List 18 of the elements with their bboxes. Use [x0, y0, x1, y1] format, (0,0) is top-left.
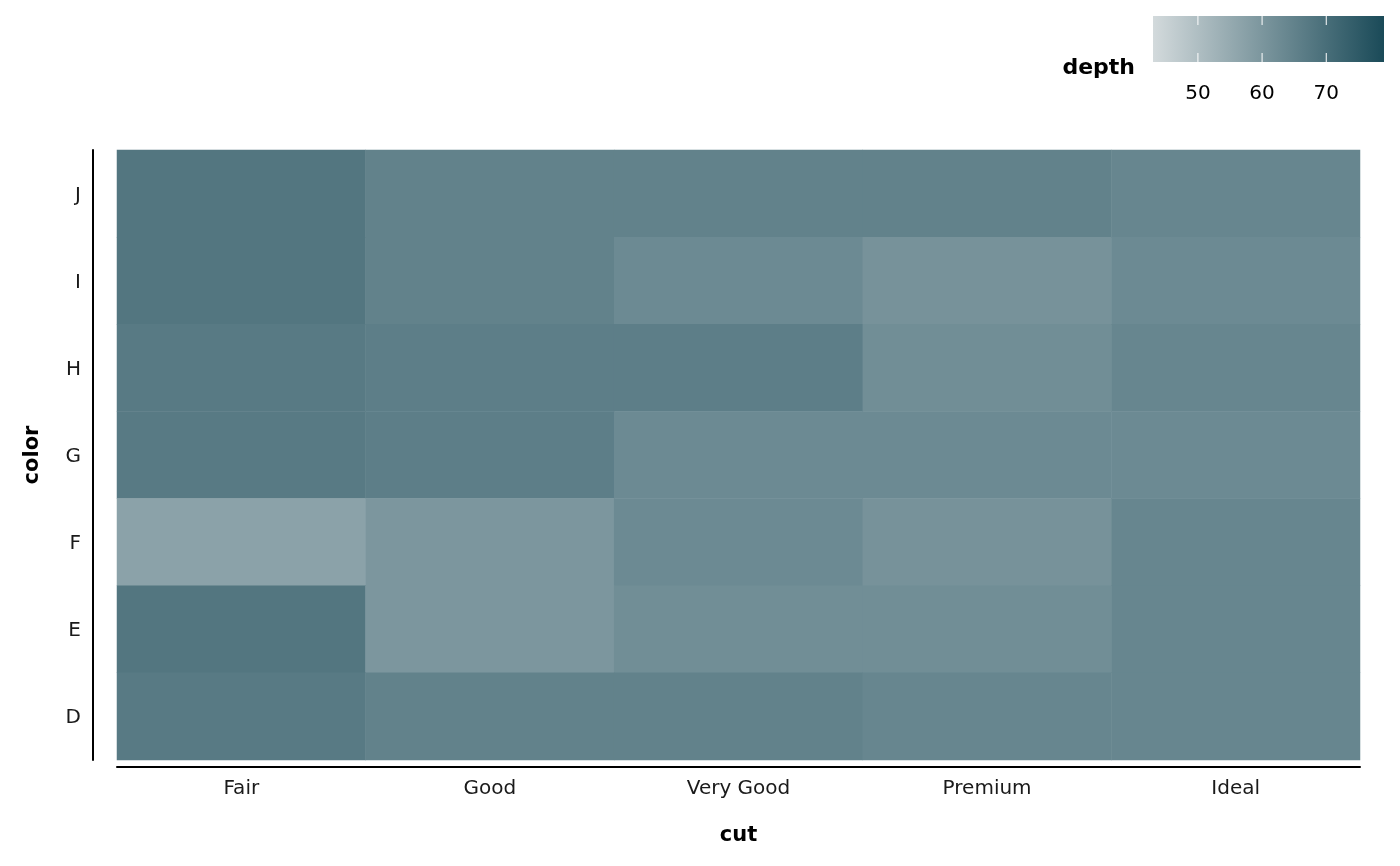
y-axis-title: color	[18, 424, 43, 485]
y-tick-label: E	[68, 617, 81, 642]
y-tick-label: H	[65, 355, 81, 380]
color-bar-label: 50	[1185, 80, 1211, 104]
color-bar-label: 70	[1313, 80, 1339, 104]
x-tick-label: Good	[463, 775, 517, 799]
color-bar-title: depth	[1062, 53, 1135, 79]
y-tick-label: F	[69, 530, 81, 555]
x-tick-label: Very Good	[686, 775, 791, 799]
x-axis-title: cut	[719, 821, 758, 846]
color-bar-label: 60	[1249, 80, 1275, 104]
y-tick-label: G	[65, 443, 81, 467]
x-tick-label: Ideal	[1211, 775, 1261, 799]
x-tick-label: Premium	[942, 775, 1032, 799]
y-tick-label: D	[65, 704, 81, 729]
x-tick-label: Fair	[223, 775, 260, 799]
y-tick-label: I	[75, 268, 81, 293]
y-tick-label: J	[73, 181, 81, 206]
